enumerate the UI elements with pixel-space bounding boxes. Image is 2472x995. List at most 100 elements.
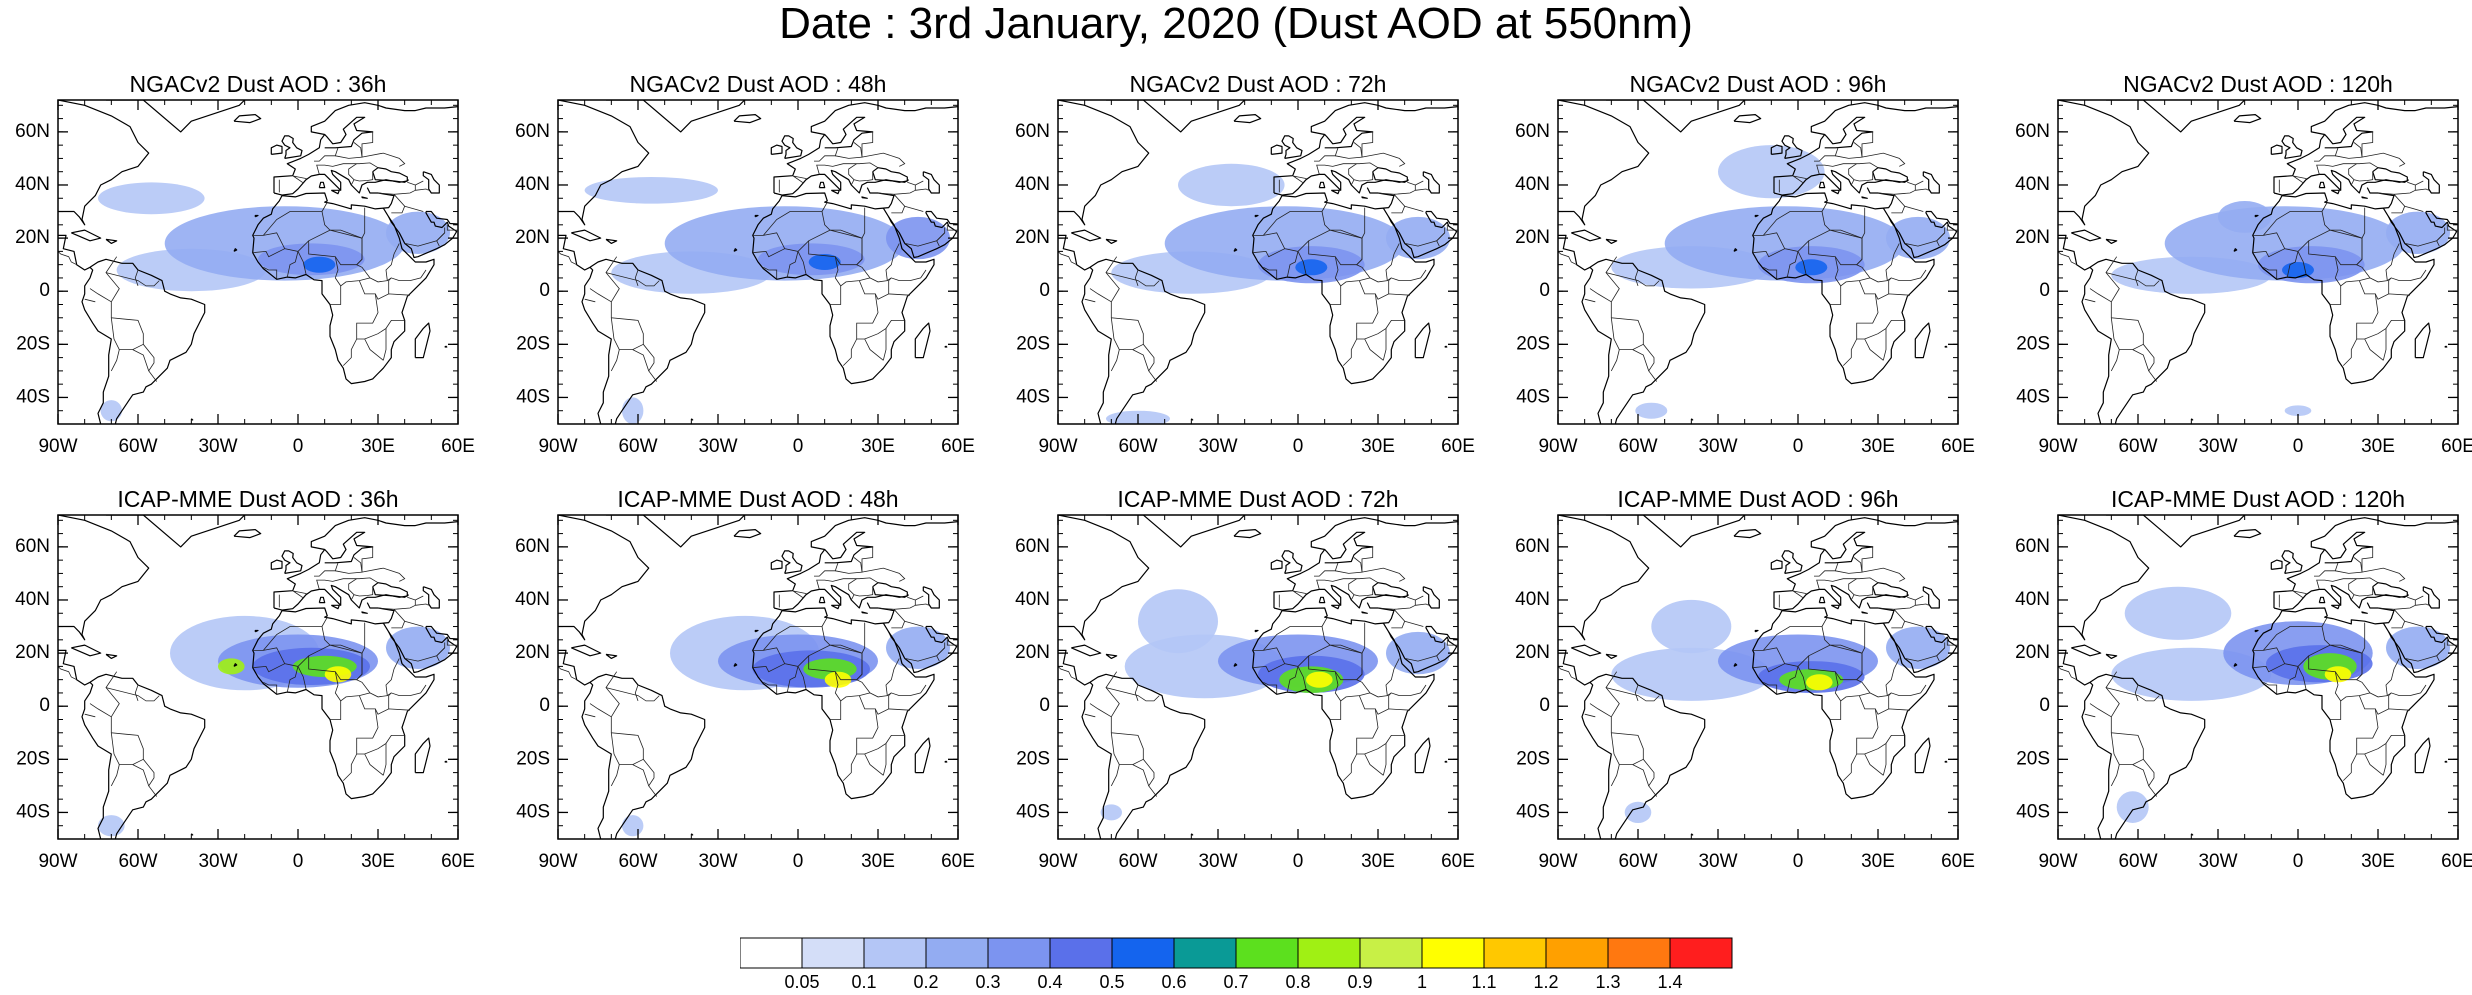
panel-title: NGACv2 Dust AOD : 96h (1629, 71, 1887, 97)
country-border (843, 338, 858, 366)
lon-tick-label: 60E (1941, 851, 1975, 872)
dust-aod-contour (2282, 262, 2314, 278)
panel-title: NGACv2 Dust AOD : 120h (2123, 71, 2393, 97)
lat-tick-label: 40N (1015, 589, 1050, 610)
dust-aod-contour (1178, 163, 1285, 207)
coastline (571, 644, 602, 657)
dust-aod-contour (886, 626, 950, 669)
map-plot: 60N 40N 20N 0 20S 40S 90W 60W 30W 0 30E 60E (15, 514, 475, 872)
coastline (1273, 582, 1408, 611)
country-border (263, 681, 278, 695)
coastline (1106, 100, 1246, 133)
coastline (1635, 840, 1643, 844)
country-border (1877, 596, 1916, 610)
coastline (1831, 189, 1840, 195)
country-border (1262, 622, 1366, 654)
country-border (752, 663, 785, 673)
country-border (335, 142, 363, 159)
country-border (1350, 171, 1374, 186)
lat-tick-label: 20S (1516, 748, 1550, 769)
coastline (1733, 529, 1762, 539)
coastline (2252, 192, 2435, 385)
coastline (2426, 210, 2458, 225)
coastline (733, 529, 762, 539)
country-border (1634, 684, 1639, 702)
coastline (2105, 653, 2118, 659)
country-border (1808, 240, 1871, 287)
lat-tick-label: 20S (16, 748, 50, 769)
country-border (2436, 647, 2445, 662)
country-border (2134, 269, 2139, 287)
coastline (233, 114, 262, 124)
country-border (263, 266, 278, 280)
country-border (1763, 681, 1778, 695)
country-border (1763, 266, 1778, 280)
map-panel: ICAP-MME Dust AOD : 48h 60N 40N 20N 0 20S 40S 9… (500, 485, 975, 872)
coastline (1872, 171, 1910, 183)
map-frame (1057, 514, 1459, 840)
country-border (1409, 269, 1427, 281)
country-border (1388, 692, 1392, 709)
lat-tick-label: 0 (539, 695, 550, 716)
country-border (2134, 684, 2139, 702)
map-frame (557, 514, 959, 840)
country-border (1297, 251, 1307, 275)
lon-tick-label: 60E (941, 851, 975, 872)
country-border (321, 617, 328, 627)
coastline (635, 840, 643, 844)
country-border (1605, 671, 1658, 797)
country-border (1105, 272, 1160, 287)
coastline (2281, 135, 2303, 159)
country-border (1330, 285, 1342, 305)
lat-tick-label: 20N (515, 227, 550, 248)
country-border (2446, 224, 2458, 231)
country-border (1946, 224, 1958, 231)
country-border (1436, 647, 1445, 662)
coastline (1571, 229, 1602, 242)
country-border (915, 180, 924, 186)
country-border (2364, 753, 2384, 776)
coastline (1081, 266, 1112, 424)
colorbar-label: 0.3 (975, 972, 1000, 992)
country-border (891, 194, 906, 214)
country-border (2409, 684, 2427, 696)
coastline (2273, 102, 2458, 193)
coastline (2081, 681, 2112, 839)
country-border (808, 655, 871, 702)
coastline (2366, 187, 2395, 209)
map-panel: NGACv2 Dust AOD : 96h 60N 40N 20N 0 20S 40S 90W… (1500, 70, 1975, 457)
country-border (986, 621, 1039, 637)
coastline (1281, 135, 1303, 159)
coastline (2324, 116, 2374, 149)
country-border (1814, 147, 1839, 162)
lon-tick-label: 0 (1293, 436, 1304, 457)
country-border (1105, 256, 1158, 382)
lon-tick-label: 30E (361, 436, 395, 457)
coastline (926, 625, 958, 640)
coastline (1252, 192, 1435, 385)
country-border (2316, 577, 2379, 590)
country-border (558, 666, 577, 681)
coastline (589, 673, 706, 839)
country-border (1861, 131, 1874, 158)
country-border (1385, 243, 1400, 281)
coastline (914, 737, 931, 774)
country-border (2415, 180, 2424, 186)
country-border (1308, 655, 1371, 702)
coastline (254, 629, 259, 633)
country-border (2364, 338, 2384, 361)
dust-aod-contour (98, 182, 205, 215)
map-plot: 60N 40N 20N 0 20S 40S 90W 60W 30W 0 30E 60E (2015, 99, 2472, 457)
lat-tick-label: 40S (2016, 801, 2050, 822)
country-border (364, 338, 384, 361)
lon-tick-label: 30E (1861, 436, 1895, 457)
lon-tick-label: 60W (1118, 851, 1157, 872)
lat-tick-label: 40S (16, 801, 50, 822)
country-border (816, 577, 879, 590)
map-frame (1557, 514, 1959, 840)
country-border (2321, 617, 2328, 627)
country-border (861, 546, 874, 573)
country-border (2415, 188, 2429, 191)
lon-tick-label: 60W (1118, 436, 1157, 457)
country-border (1589, 288, 1612, 303)
